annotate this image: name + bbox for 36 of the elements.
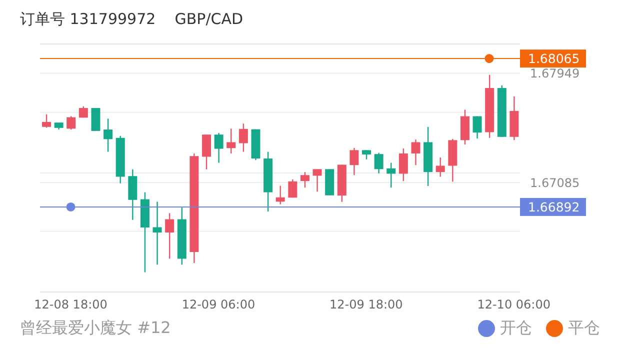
candlestick [411, 138, 420, 166]
x-tick-label: 12-08 18:00 [34, 298, 108, 312]
x-tick-label: 12-09 18:00 [330, 298, 403, 312]
candlestick [460, 109, 470, 146]
candlestick [165, 212, 174, 260]
candlestick [288, 178, 298, 198]
ref-line-label: 1.68065 [528, 51, 580, 66]
candlestick [300, 171, 310, 188]
x-tick-label: 12-10 06:00 [477, 298, 550, 312]
candlestick [202, 134, 211, 170]
legend-label: 平仓 [568, 318, 600, 339]
text: 曾经最爱小魔女 #12 [20, 318, 171, 339]
candlestick [436, 156, 445, 178]
candlestick [374, 152, 384, 174]
y-tick-label: 1.67949 [530, 66, 580, 80]
candlestick [226, 128, 236, 154]
candlestick [350, 147, 359, 176]
legend-label: 开仓 [500, 318, 532, 339]
candlestick [312, 168, 322, 192]
candlestick [386, 162, 396, 188]
candlestick [214, 132, 224, 164]
ref-line-label: 1.66892 [528, 199, 580, 214]
candlestick [91, 107, 100, 132]
candlestick [362, 150, 371, 160]
candlestick [104, 118, 113, 152]
candlestick [238, 122, 248, 152]
candlestick [472, 116, 482, 140]
y-tick-label: 1.67085 [530, 176, 580, 190]
chart-title: 订单号 131799972 GBP/CAD [20, 10, 244, 29]
x-tick-label: 12-09 06:00 [182, 298, 256, 312]
candlestick [276, 185, 285, 205]
candlestick [66, 116, 76, 130]
candlestick [152, 201, 162, 266]
candlestick [128, 168, 138, 220]
candlestick [42, 114, 51, 128]
candlestick [398, 148, 408, 182]
